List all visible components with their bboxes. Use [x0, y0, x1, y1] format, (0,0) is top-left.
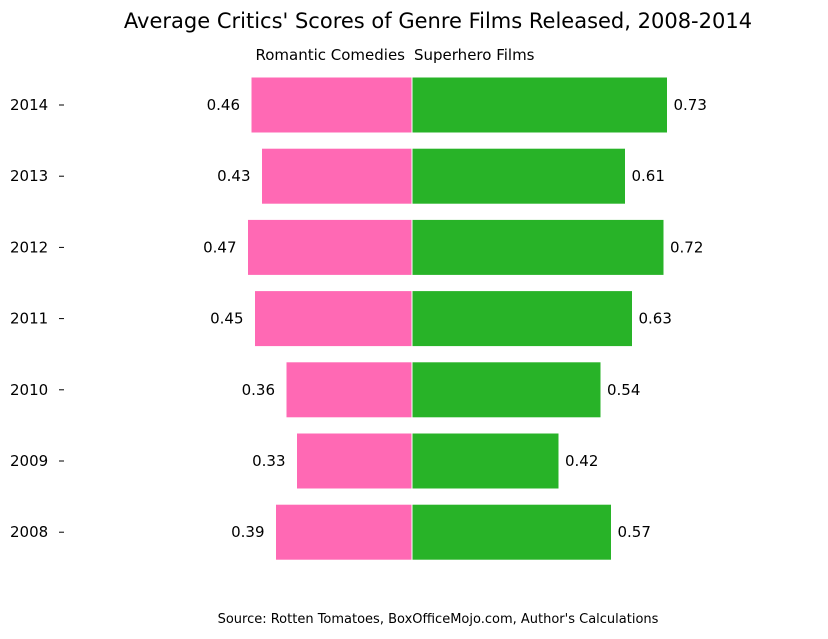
y-tick-label-2009: 2009 — [10, 452, 48, 470]
romcom-value-label-2008: 0.39 — [231, 523, 264, 541]
superhero-bar-2009 — [411, 432, 560, 490]
romcom-bar-2014 — [250, 76, 413, 134]
romcom-value-label-2010: 0.36 — [242, 381, 275, 399]
romcom-bar-2009 — [296, 432, 413, 490]
series-label-romantic-comedies: Romantic Comedies — [255, 46, 405, 64]
y-tick-label-2013: 2013 — [10, 167, 48, 185]
superhero-value-label-2010: 0.54 — [607, 381, 640, 399]
romcom-value-label-2013: 0.43 — [217, 167, 250, 185]
superhero-value-label-2014: 0.73 — [674, 96, 707, 114]
data-labels-layer: 0.46 0.73 0.43 0.61 0.47 0.72 0.45 0.63 0.36 0.54… — [203, 96, 707, 541]
romcom-bar-2008 — [275, 503, 413, 561]
chart-title: Average Critics' Scores of Genre Films R… — [124, 9, 752, 33]
superhero-value-label-2008: 0.57 — [618, 523, 651, 541]
superhero-bar-2011 — [411, 290, 633, 348]
y-tick-label-2012: 2012 — [10, 238, 48, 256]
romcom-value-label-2011: 0.45 — [210, 310, 243, 328]
romcom-value-label-2014: 0.46 — [207, 96, 240, 114]
superhero-value-label-2012: 0.72 — [670, 238, 703, 256]
y-tick-label-2014: 2014 — [10, 96, 48, 114]
superhero-bar-2013 — [411, 147, 626, 205]
series-label-superhero-films: Superhero Films — [414, 46, 535, 64]
superhero-bar-2010 — [411, 361, 602, 419]
superhero-value-label-2013: 0.61 — [632, 167, 665, 185]
romcom-value-label-2009: 0.33 — [252, 452, 285, 470]
romcom-bar-2011 — [254, 290, 413, 348]
source-note: Source: Rotten Tomatoes, BoxOfficeMojo.c… — [218, 612, 659, 627]
superhero-value-label-2009: 0.42 — [565, 452, 598, 470]
superhero-bar-2008 — [411, 503, 612, 561]
y-axis: 2014 2013 2012 2011 2010 2009 2008 — [10, 96, 64, 541]
bars-layer — [247, 76, 668, 561]
superhero-value-label-2011: 0.63 — [639, 310, 672, 328]
romcom-value-label-2012: 0.47 — [203, 238, 236, 256]
romcom-bar-2010 — [285, 361, 413, 419]
y-tick-label-2011: 2011 — [10, 310, 48, 328]
y-tick-label-2010: 2010 — [10, 381, 48, 399]
superhero-bar-2014 — [411, 76, 668, 134]
romcom-bar-2012 — [247, 218, 413, 276]
y-tick-label-2008: 2008 — [10, 523, 48, 541]
romcom-bar-2013 — [261, 147, 413, 205]
superhero-bar-2012 — [411, 218, 665, 276]
